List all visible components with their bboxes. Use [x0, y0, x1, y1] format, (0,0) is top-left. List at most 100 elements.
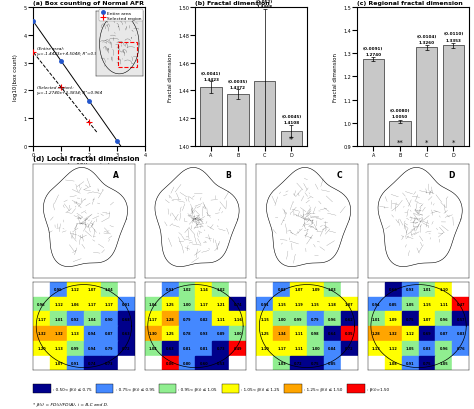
Text: 0.85: 0.85	[389, 302, 398, 306]
Bar	[118, 326, 135, 341]
Selected region	[30, 50, 36, 55]
Text: 1.04: 1.04	[149, 302, 157, 306]
Bar	[145, 282, 162, 297]
Bar	[281, 131, 302, 409]
Text: 0.68: 0.68	[122, 317, 130, 321]
Bar	[307, 356, 324, 370]
Bar	[50, 282, 67, 297]
Text: 0.63: 0.63	[122, 332, 130, 336]
Text: 1.34: 1.34	[277, 332, 286, 336]
Text: 1.21: 1.21	[217, 302, 225, 306]
Bar	[50, 297, 67, 312]
Bar	[101, 282, 118, 297]
Text: 0.76: 0.76	[456, 346, 465, 350]
Bar	[201, 88, 222, 409]
Bar	[341, 282, 358, 297]
FancyBboxPatch shape	[284, 384, 302, 393]
Bar	[179, 282, 195, 297]
Text: 1.08: 1.08	[389, 361, 398, 365]
Text: 0.79: 0.79	[183, 317, 191, 321]
Text: 0.89: 0.89	[217, 332, 225, 336]
Text: 1.15: 1.15	[260, 317, 269, 321]
Text: 1.11: 1.11	[216, 317, 225, 321]
Text: : β(i)>1.50: : β(i)>1.50	[367, 387, 389, 391]
Bar	[290, 312, 307, 326]
Text: 0.74: 0.74	[88, 361, 97, 365]
Text: 1.07: 1.07	[88, 288, 97, 292]
Bar	[162, 341, 179, 356]
Bar	[101, 326, 118, 341]
Text: 0.53: 0.53	[217, 361, 225, 365]
Bar	[273, 312, 290, 326]
Bar	[290, 341, 307, 356]
Bar	[324, 356, 341, 370]
Text: 0.96: 0.96	[328, 317, 337, 321]
Text: (0.0091): (0.0091)	[363, 47, 383, 51]
Bar	[385, 297, 401, 312]
Bar	[341, 312, 358, 326]
Bar	[179, 297, 195, 312]
Text: 1.07: 1.07	[423, 317, 431, 321]
Entire area	[114, 139, 120, 144]
Text: 0.85: 0.85	[328, 361, 337, 365]
Bar	[401, 297, 419, 312]
Entire area	[30, 20, 36, 25]
Text: 1.25: 1.25	[166, 302, 174, 306]
Bar	[33, 297, 50, 312]
Bar	[50, 341, 67, 356]
Bar	[368, 326, 385, 341]
Text: 0.99: 0.99	[71, 346, 80, 350]
Bar	[145, 341, 162, 356]
Text: 0.75: 0.75	[311, 361, 319, 365]
Text: 1.16: 1.16	[233, 317, 242, 321]
Text: 1.28: 1.28	[372, 332, 381, 336]
Text: 1.25: 1.25	[166, 332, 174, 336]
Bar	[33, 282, 50, 297]
Text: 1.04: 1.04	[105, 288, 114, 292]
Text: 0.91: 0.91	[122, 302, 130, 306]
Bar	[452, 297, 469, 312]
Bar	[419, 282, 436, 297]
Text: : 0.95< β(i) ≤ 1.05: : 0.95< β(i) ≤ 1.05	[178, 387, 217, 391]
Bar	[341, 297, 358, 312]
Bar	[436, 312, 452, 326]
Bar	[212, 326, 229, 341]
Text: *: *	[452, 139, 455, 145]
Text: 0.57: 0.57	[456, 317, 465, 321]
Bar	[84, 326, 101, 341]
Text: 1.17: 1.17	[149, 317, 157, 321]
Text: 0.75: 0.75	[423, 361, 431, 365]
Text: 1.17: 1.17	[277, 346, 286, 350]
Text: 1.4372: 1.4372	[230, 85, 246, 90]
Text: 0.35: 0.35	[345, 332, 354, 336]
Bar	[419, 356, 436, 370]
Text: 0.96: 0.96	[439, 317, 448, 321]
Bar	[368, 356, 385, 370]
Text: (0.0035): (0.0035)	[228, 80, 248, 84]
Text: 0.82: 0.82	[277, 288, 286, 292]
Bar	[67, 297, 84, 312]
Text: 1.06: 1.06	[71, 302, 80, 306]
Bar	[452, 326, 469, 341]
Bar	[341, 356, 358, 370]
Text: : 0.75< β(i) ≤ 0.95: : 0.75< β(i) ≤ 0.95	[116, 387, 154, 391]
Bar	[419, 312, 436, 326]
Bar	[368, 341, 385, 356]
Bar	[118, 282, 135, 297]
Text: (d) Local fractal dimension: (d) Local fractal dimension	[33, 156, 140, 162]
Text: 0.82: 0.82	[200, 317, 208, 321]
Text: 0.79: 0.79	[105, 346, 113, 350]
Text: 1.4468: 1.4468	[256, 5, 273, 9]
Bar	[145, 297, 162, 312]
Bar	[50, 326, 67, 341]
Bar	[101, 356, 118, 370]
Text: 1.07: 1.07	[294, 288, 303, 292]
Bar	[101, 341, 118, 356]
Text: 1.17: 1.17	[88, 302, 97, 306]
Text: 0.83: 0.83	[423, 346, 431, 350]
Bar	[229, 356, 246, 370]
Bar	[229, 297, 246, 312]
Bar	[290, 297, 307, 312]
Text: 1.18: 1.18	[328, 302, 337, 306]
Bar	[324, 297, 341, 312]
